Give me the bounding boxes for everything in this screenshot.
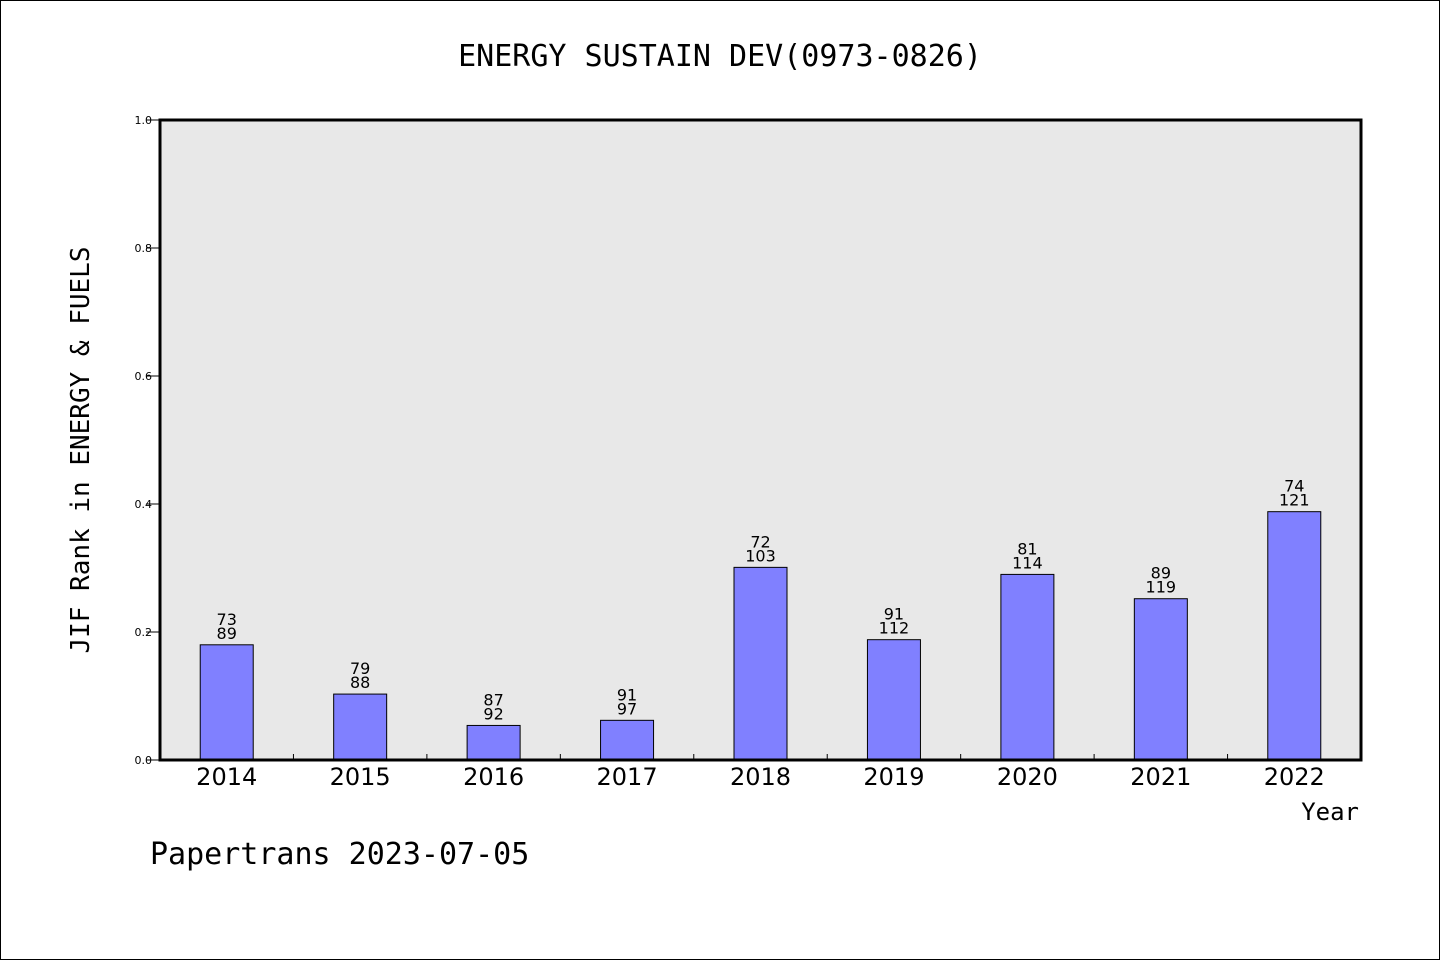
y-axis: 0.0 0.2 0.4 0.6 0.8 1.0 <box>135 114 160 767</box>
y-tick-label: 0.8 <box>135 242 153 255</box>
bar-rank-label: 74 <box>1284 477 1304 496</box>
y-tick-label: 0.6 <box>135 370 153 383</box>
y-tick-label: 0.2 <box>135 626 153 639</box>
x-tick-label: 2021 <box>1130 763 1191 791</box>
bar-2017 <box>600 719 655 761</box>
bar-total-label: 114 <box>1012 553 1043 572</box>
bar-rank-label: 72 <box>750 532 770 551</box>
bar-rank-label: 73 <box>217 610 237 629</box>
y-tick-label: 1.0 <box>135 114 153 127</box>
bar-rank-label: 91 <box>617 685 637 704</box>
bar-rank-label: 87 <box>483 690 503 709</box>
x-tick-label: 2019 <box>863 763 924 791</box>
x-tick-label: 2022 <box>1264 763 1325 791</box>
y-tick-label: 0.0 <box>135 754 153 767</box>
y-axis-label: JIF Rank in ENERGY & FUELS <box>66 247 96 654</box>
x-tick-label: 2018 <box>730 763 791 791</box>
bar-2020 <box>1000 573 1055 761</box>
bar-rank-label: 81 <box>1017 539 1037 558</box>
x-tick-label: 2014 <box>196 763 257 791</box>
footer-text: Papertrans 2023-07-05 <box>150 837 529 872</box>
x-axis-label: Year <box>1301 798 1359 826</box>
bar-total-label: 103 <box>745 546 776 565</box>
bar-rank-label: 79 <box>350 659 370 678</box>
bar-2014 <box>199 644 254 761</box>
bars-group <box>199 511 1322 761</box>
x-tick-label: 2015 <box>330 763 391 791</box>
bar-rank-label: 89 <box>1151 564 1171 583</box>
bar-rank-label: 91 <box>884 605 904 624</box>
x-tick-label: 2020 <box>997 763 1058 791</box>
bar-2018 <box>733 566 788 761</box>
bar-2019 <box>866 639 921 761</box>
bar-total-label: 121 <box>1279 491 1310 510</box>
bar-2022 <box>1267 511 1322 761</box>
bar-total-label: 119 <box>1146 578 1177 597</box>
bar-total-label: 92 <box>483 704 503 723</box>
x-axis: 2014 2015 2016 2017 2018 2019 2020 2021 2022 <box>196 754 1325 791</box>
y-tick-label: 0.4 <box>135 498 153 511</box>
bar-total-label: 89 <box>217 624 237 643</box>
bar-2021 <box>1133 598 1188 761</box>
x-tick-label: 2016 <box>463 763 524 791</box>
bar-total-label: 112 <box>879 619 910 638</box>
bar-total-label: 97 <box>617 699 637 718</box>
bar-2015 <box>333 693 388 761</box>
bar-total-label: 88 <box>350 673 370 692</box>
bar-2016 <box>466 724 521 761</box>
x-tick-label: 2017 <box>597 763 658 791</box>
chart-title: ENERGY SUSTAIN DEV(0973-0826) <box>458 39 982 74</box>
plot-border <box>158 118 1363 762</box>
data-labels-group: 7389798887929197721039111281114891197412… <box>217 477 1310 724</box>
